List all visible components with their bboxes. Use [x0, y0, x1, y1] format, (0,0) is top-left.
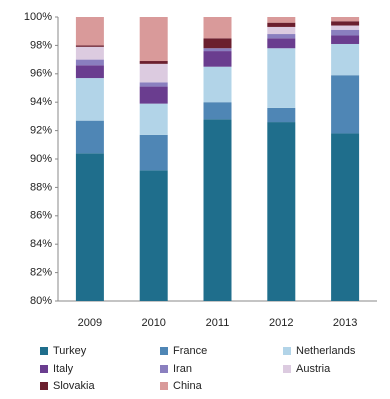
legend-label: France: [173, 345, 207, 357]
y-tick-label: 84%: [30, 238, 52, 250]
bar-segment: [75, 153, 104, 301]
bar-segment: [203, 119, 232, 302]
legend-label: Turkey: [53, 345, 87, 357]
bar-segment: [203, 17, 232, 39]
bar-segment: [139, 63, 168, 83]
y-tick-label: 94%: [30, 96, 52, 108]
bar-segment: [331, 17, 360, 22]
x-tick-label: 2012: [269, 317, 293, 329]
legend-swatch: [40, 365, 48, 373]
legend-label: China: [173, 380, 203, 392]
y-tick-label: 100%: [24, 11, 52, 23]
bar-segment: [75, 65, 104, 79]
legend-swatch: [283, 347, 291, 355]
legend-label: Netherlands: [296, 345, 356, 357]
bar-segment: [331, 75, 360, 134]
bar-segment: [139, 17, 168, 62]
bar-segment: [203, 48, 232, 52]
y-tick-label: 90%: [30, 153, 52, 165]
bar-segment: [267, 17, 296, 23]
legend-swatch: [160, 382, 168, 390]
bar-segment: [267, 22, 296, 27]
x-tick-label: 2010: [141, 317, 165, 329]
bar-segment: [75, 78, 104, 121]
bar-segment: [139, 82, 168, 87]
legend-label: Italy: [53, 363, 74, 375]
bar-segment: [331, 25, 360, 30]
bar-segment: [75, 45, 104, 47]
bar-segment: [75, 120, 104, 154]
bar-segment: [139, 103, 168, 135]
bar-segment: [75, 59, 104, 66]
legend-swatch: [40, 382, 48, 390]
bar-segment: [75, 17, 104, 46]
y-tick-label: 98%: [30, 39, 52, 51]
bar-segment: [267, 107, 296, 123]
bar-segment: [203, 66, 232, 103]
bar-segment: [331, 43, 360, 76]
legend-label: Iran: [173, 363, 192, 375]
bar-segment: [267, 38, 296, 49]
bar-segment: [139, 61, 168, 64]
bar-segment: [331, 133, 360, 301]
bar-segment: [331, 35, 360, 44]
bar-segment: [331, 21, 360, 26]
x-tick-label: 2011: [206, 317, 230, 329]
y-tick-label: 88%: [30, 181, 52, 193]
bar-segment: [267, 26, 296, 35]
bar-segment: [139, 170, 168, 301]
y-tick-label: 96%: [30, 68, 52, 80]
bar-segment: [331, 29, 360, 36]
y-tick-label: 80%: [30, 295, 52, 307]
bar-segment: [267, 34, 296, 39]
legend-label: Slovakia: [53, 380, 95, 392]
bar-segment: [139, 134, 168, 171]
bar-segment: [267, 48, 296, 108]
bar-segment: [203, 51, 232, 67]
bar-segment: [203, 102, 232, 120]
x-tick-label: 2013: [333, 317, 357, 329]
legend-swatch: [160, 347, 168, 355]
legend-label: Austria: [296, 363, 331, 375]
bar-segment: [203, 38, 232, 49]
legend-swatch: [160, 365, 168, 373]
bar-segment: [267, 122, 296, 301]
y-tick-label: 86%: [30, 210, 52, 222]
x-tick-label: 2009: [78, 317, 102, 329]
legend-swatch: [283, 365, 291, 373]
bar-segment: [75, 46, 104, 60]
bar-segment: [139, 86, 168, 104]
y-tick-label: 82%: [30, 267, 52, 279]
legend-swatch: [40, 347, 48, 355]
y-tick-label: 92%: [30, 125, 52, 137]
